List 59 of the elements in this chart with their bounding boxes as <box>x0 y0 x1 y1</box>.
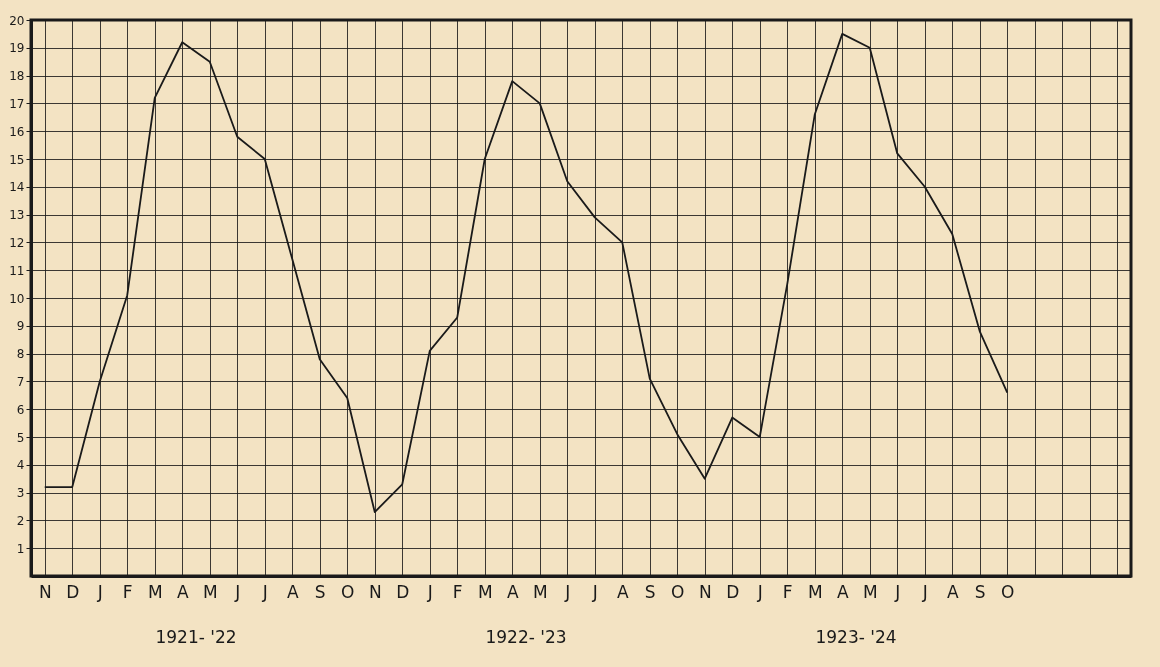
x-tick-label: A <box>836 581 849 602</box>
y-tick-label: 4 <box>16 458 25 473</box>
text: 1922- '23 <box>485 627 567 647</box>
y-tick-label: 8 <box>16 347 25 362</box>
y-tick-label: 15 <box>9 152 25 167</box>
x-tick-label: J <box>564 581 571 602</box>
x-tick-label: M <box>147 581 163 602</box>
y-tick-label: 5 <box>16 430 25 445</box>
x-tick-label: N <box>38 581 52 602</box>
text: 1921- '22 <box>155 627 237 647</box>
y-tick-label: 14 <box>9 180 25 195</box>
x-tick-label: A <box>286 581 299 602</box>
x-tick-label: D <box>396 581 410 602</box>
x-tick-label: M <box>862 581 878 602</box>
x-tick-label: J <box>591 581 598 602</box>
y-tick-label: 9 <box>16 319 25 334</box>
x-tick-label: O <box>1001 581 1015 602</box>
x-tick-label: D <box>66 581 80 602</box>
x-tick-label: J <box>921 581 928 602</box>
x-tick-label: M <box>477 581 493 602</box>
x-tick-label: A <box>616 581 629 602</box>
y-tick-label: 16 <box>9 124 25 139</box>
y-tick-label: 20 <box>9 13 25 28</box>
y-tick-label: 18 <box>9 69 25 84</box>
x-tick-label: N <box>698 581 712 602</box>
x-tick-label: S <box>974 581 986 602</box>
y-tick-label: 10 <box>9 291 25 306</box>
x-tick-label: F <box>122 581 133 602</box>
x-tick-label: F <box>782 581 793 602</box>
y-tick-label: 11 <box>9 263 25 278</box>
x-tick-label: D <box>726 581 740 602</box>
x-tick-label: J <box>261 581 268 602</box>
x-tick-label: J <box>756 581 763 602</box>
x-tick-label: J <box>234 581 241 602</box>
x-tick-label: A <box>946 581 959 602</box>
x-tick-label: A <box>176 581 189 602</box>
x-tick-label: M <box>202 581 218 602</box>
y-tick-label: 13 <box>9 208 25 223</box>
x-tick-label: S <box>314 581 326 602</box>
x-tick-label: F <box>452 581 463 602</box>
x-tick-label: O <box>341 581 355 602</box>
x-tick-label: M <box>807 581 823 602</box>
x-tick-label: N <box>368 581 382 602</box>
y-tick-label: 7 <box>16 374 25 389</box>
x-tick-label: M <box>532 581 548 602</box>
y-tick-label: 17 <box>9 96 25 111</box>
x-tick-label: J <box>426 581 433 602</box>
x-tick-label: J <box>894 581 901 602</box>
x-tick-label: O <box>671 581 685 602</box>
x-tick-label: J <box>96 581 103 602</box>
text: 1923- '24 <box>815 627 897 647</box>
y-tick-label: 12 <box>9 235 25 250</box>
y-tick-label: 2 <box>16 513 25 528</box>
y-tick-label: 6 <box>16 402 25 417</box>
y-tick-label: 1 <box>16 541 25 556</box>
y-tick-label: 3 <box>16 486 25 501</box>
x-tick-label: A <box>506 581 519 602</box>
y-tick-label: 19 <box>9 41 25 56</box>
x-tick-label: S <box>644 581 656 602</box>
